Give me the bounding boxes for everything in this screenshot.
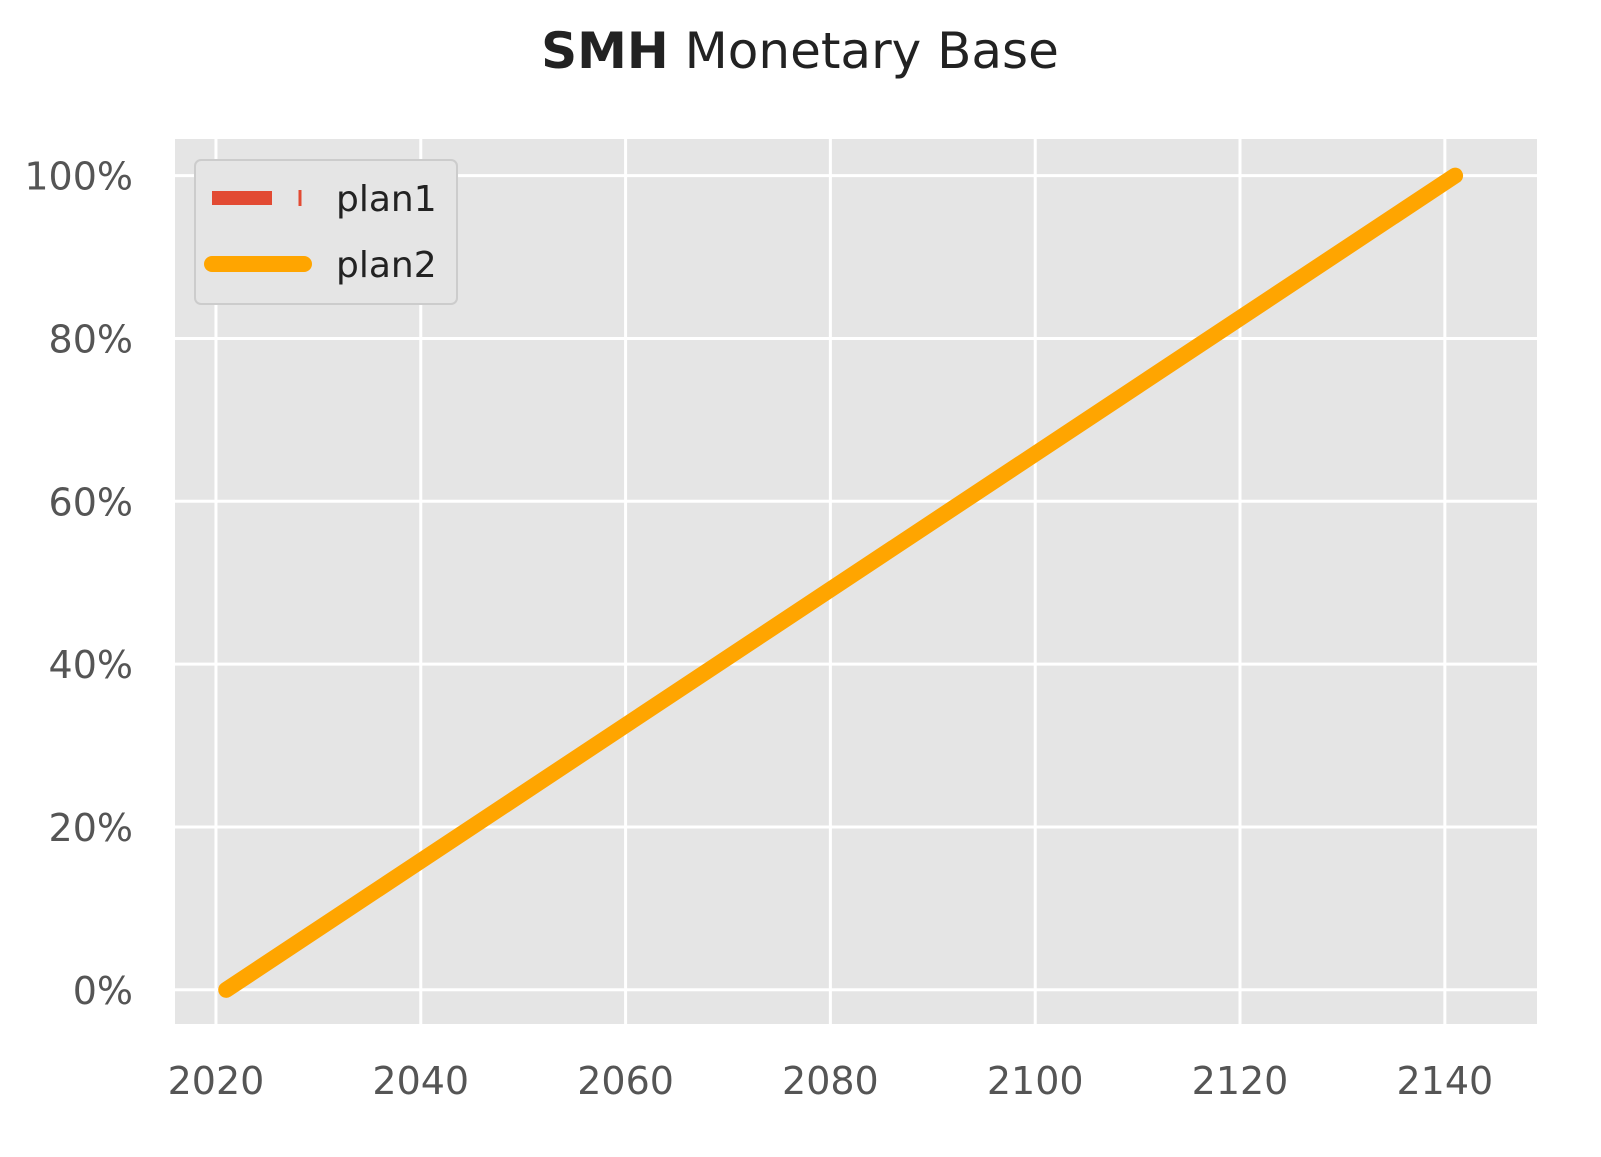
legend: plan1 plan2 (194, 159, 458, 305)
chart-title-rest: Monetary Base (669, 22, 1059, 80)
x-tick-label: 2140 (1396, 1059, 1493, 1103)
x-tick-labels: 2020 2040 2060 2080 2100 2120 2140 (168, 1059, 1494, 1103)
y-tick-label: 100% (24, 155, 133, 199)
y-tick-labels: 0% 20% 40% 60% 80% 100% (24, 155, 133, 1013)
x-tick-label: 2020 (168, 1059, 265, 1103)
grid-lines (175, 139, 1537, 1024)
y-tick-label: 40% (49, 643, 133, 687)
y-tick-label: 20% (49, 806, 133, 850)
x-tick-label: 2100 (987, 1059, 1084, 1103)
x-tick-label: 2120 (1192, 1059, 1289, 1103)
y-tick-label: 80% (49, 317, 133, 361)
x-tick-label: 2080 (782, 1059, 879, 1103)
x-tick-label: 2060 (577, 1059, 674, 1103)
legend-label-plan1: plan1 (336, 179, 437, 220)
y-tick-label: 60% (49, 480, 133, 524)
y-tick-label: 0% (73, 969, 133, 1013)
x-tick-label: 2040 (372, 1059, 469, 1103)
series-line-plan2 (218, 167, 1464, 998)
chart-title: SMH Monetary Base (541, 22, 1059, 80)
chart-title-bold: SMH (541, 22, 669, 80)
legend-label-plan2: plan2 (336, 245, 437, 286)
series-lines (218, 167, 1464, 998)
